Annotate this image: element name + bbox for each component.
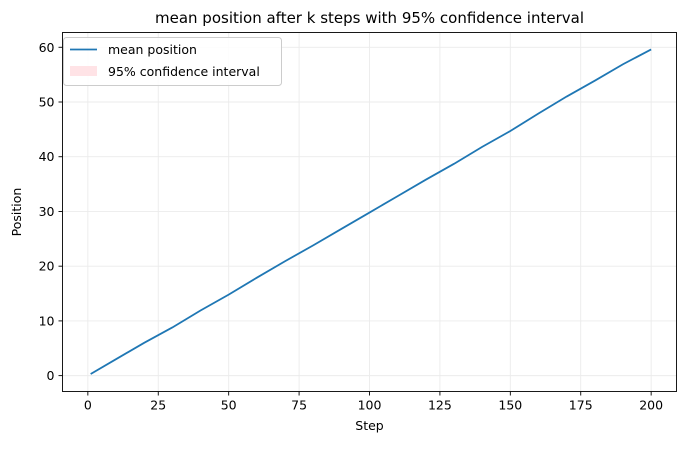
mean-position-line bbox=[90, 48, 652, 375]
y-tick-label: 0 bbox=[47, 368, 55, 383]
x-tick-label: 0 bbox=[84, 398, 92, 413]
legend-mean-position-label: mean position bbox=[108, 42, 197, 57]
legend-confidence-interval-label: 95% confidence interval bbox=[108, 64, 260, 79]
y-tick-label: 40 bbox=[39, 149, 55, 164]
x-axis-ticks: 0 25 50 75 100 125 150 175 200 bbox=[84, 391, 663, 413]
chart-title: mean position after k steps with 95% con… bbox=[155, 9, 584, 27]
x-tick-label: 150 bbox=[498, 398, 522, 413]
y-tick-label: 30 bbox=[39, 204, 55, 219]
y-axis-label: Position bbox=[9, 188, 24, 237]
y-tick-label: 20 bbox=[39, 259, 55, 274]
y-axis-ticks: 0 10 20 30 40 50 60 bbox=[39, 40, 63, 383]
x-tick-label: 175 bbox=[569, 398, 593, 413]
x-tick-label: 25 bbox=[150, 398, 166, 413]
y-tick-label: 10 bbox=[39, 313, 55, 328]
x-tick-label: 200 bbox=[639, 398, 663, 413]
y-tick-label: 50 bbox=[39, 95, 55, 110]
legend-frame bbox=[63, 37, 282, 86]
y-tick-label: 60 bbox=[39, 40, 55, 55]
x-tick-label: 125 bbox=[428, 398, 452, 413]
x-tick-label: 50 bbox=[221, 398, 237, 413]
x-tick-label: 100 bbox=[358, 398, 382, 413]
grid bbox=[62, 32, 677, 392]
x-axis-label: Step bbox=[355, 418, 384, 433]
legend-confidence-interval-swatch bbox=[70, 66, 97, 76]
x-tick-label: 75 bbox=[291, 398, 307, 413]
legend: mean position 95% confidence interval bbox=[63, 37, 282, 86]
